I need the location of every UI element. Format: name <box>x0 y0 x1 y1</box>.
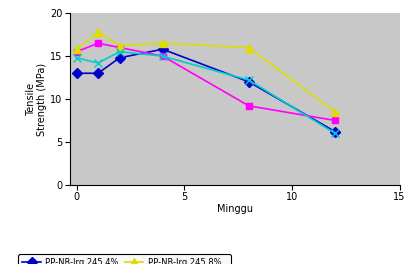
PP-NR-Irg 245 4% <box>246 80 251 83</box>
PP-NR-Irg 245 4% <box>160 48 165 51</box>
PP-NR-Irg 245 10% <box>117 50 122 53</box>
PP-NR-Irg 245 8% <box>96 31 101 34</box>
PP-NR-Irg 245 8% <box>332 110 337 114</box>
PP-NR-Irg 245 10% <box>160 55 165 58</box>
Y-axis label: Tensile
Strength (MPa): Tensile Strength (MPa) <box>26 63 47 135</box>
PP-NR-Irg 245 10% <box>96 62 101 65</box>
PP-NR-Irg 245 8% <box>160 42 165 45</box>
PP-NR-Irg 245 4% <box>96 72 101 75</box>
PP-NR-Irg 245 10% <box>74 56 79 59</box>
PP-NR-Irg 245 4% <box>74 72 79 75</box>
Line: PP-NR-Irg 245 10%: PP-NR-Irg 245 10% <box>73 48 339 138</box>
PP-NR-Irg 245 6% <box>117 46 122 49</box>
PP-NR-Irg 245 8% <box>74 48 79 51</box>
PP-NR-Irg 245 6% <box>96 42 101 45</box>
PP-NR-Irg 245 10% <box>246 79 251 82</box>
PP-NR-Irg 245 8% <box>117 44 122 48</box>
X-axis label: Minggu: Minggu <box>217 204 253 214</box>
Line: PP-NR-Irg 245 8%: PP-NR-Irg 245 8% <box>73 28 339 116</box>
PP-NR-Irg 245 8% <box>246 46 251 49</box>
PP-NR-Irg 245 6% <box>74 50 79 53</box>
Line: PP-NR-Irg 245 6%: PP-NR-Irg 245 6% <box>73 40 339 124</box>
Line: PP-NR-Irg 245 4%: PP-NR-Irg 245 4% <box>73 46 339 135</box>
PP-NR-Irg 245 10% <box>332 132 337 135</box>
PP-NR-Irg 245 6% <box>246 104 251 107</box>
PP-NR-Irg 245 6% <box>160 55 165 58</box>
PP-NR-Irg 245 6% <box>332 119 337 122</box>
PP-NR-Irg 245 4% <box>332 130 337 133</box>
Legend: PP-NR-Irg 245 4%, PP-NR-Irg 245 6%, PP-NR-Irg 245 8%, PP-NR-Irg 245 10%: PP-NR-Irg 245 4%, PP-NR-Irg 245 6%, PP-N… <box>18 254 231 264</box>
PP-NR-Irg 245 4% <box>117 56 122 59</box>
